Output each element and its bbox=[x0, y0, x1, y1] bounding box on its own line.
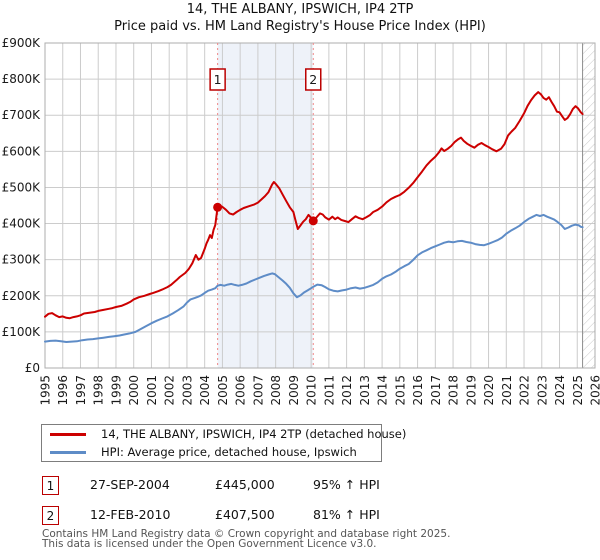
y-tick-label: £0 bbox=[25, 361, 40, 375]
hpi-line-swatch bbox=[50, 450, 86, 454]
x-tick-label: 2013 bbox=[358, 375, 372, 406]
y-tick-label: £300K bbox=[2, 253, 42, 267]
sale-hpi-delta: 95% ↑ HPI bbox=[313, 477, 380, 492]
legend-label: HPI: Average price, detached house, Ipsw… bbox=[101, 445, 357, 459]
x-tick-label: 2020 bbox=[482, 375, 496, 406]
sale-marker-badge: 1 bbox=[42, 476, 59, 495]
x-tick-label: 1995 bbox=[39, 375, 53, 406]
sale-marker-badge: 2 bbox=[42, 506, 59, 525]
legend-item-hpi: HPI: Average price, detached house, Ipsw… bbox=[50, 445, 381, 460]
property-line-swatch bbox=[50, 432, 86, 436]
price-history-plot: 1 2 £0 £100K £200K £300K £400K £500K £600K £700K £… bbox=[2, 36, 600, 406]
y-tick-label: £100K bbox=[2, 325, 42, 339]
sale-date: 12-FEB-2010 bbox=[90, 507, 171, 522]
x-tick-label: 2024 bbox=[553, 375, 567, 406]
x-tick-label: 2021 bbox=[500, 375, 514, 406]
x-tick-label: 2009 bbox=[287, 375, 301, 406]
x-tick-label: 2007 bbox=[251, 375, 265, 406]
y-tick-label: £600K bbox=[2, 144, 42, 158]
sale-marker-number: 2 bbox=[309, 72, 317, 87]
x-tick-label: 2018 bbox=[447, 375, 461, 406]
plot-border bbox=[44, 42, 596, 369]
x-tick-label: 2025 bbox=[571, 375, 585, 406]
x-tick-label: 2026 bbox=[589, 375, 600, 406]
x-tick-label: 2006 bbox=[234, 375, 248, 406]
x-tick-label: 2016 bbox=[411, 375, 425, 406]
sale-marker-number-box bbox=[305, 68, 322, 91]
sale-row-2: 2 12-FEB-2010 £407,500 81% ↑ HPI bbox=[42, 506, 582, 525]
x-tick-label: 2008 bbox=[269, 375, 283, 406]
x-tick-label: 2002 bbox=[163, 375, 177, 406]
sale-marker-number-box bbox=[209, 68, 226, 91]
sale-date: 27-SEP-2004 bbox=[90, 477, 170, 492]
footer-line-1: Contains HM Land Registry data © Crown c… bbox=[42, 528, 451, 540]
x-tick-label: 2005 bbox=[216, 375, 230, 406]
x-tick-label: 1997 bbox=[74, 375, 88, 406]
page-subtitle: Price paid vs. HM Land Registry's House … bbox=[114, 19, 486, 34]
x-tick-label: 1998 bbox=[92, 375, 106, 406]
y-tick-label: £700K bbox=[2, 108, 42, 122]
sale-marker-number: 1 bbox=[214, 72, 222, 87]
x-tick-label: 2017 bbox=[429, 375, 443, 406]
hpi-average-line bbox=[44, 213, 584, 343]
page-title: 14, THE ALBANY, IPSWICH, IP4 2TP bbox=[186, 2, 414, 17]
x-tick-label: 2010 bbox=[305, 375, 319, 406]
x-tick-label: 1996 bbox=[56, 375, 70, 406]
x-tick-label: 1999 bbox=[109, 375, 123, 406]
x-tick-label: 2011 bbox=[322, 375, 336, 406]
sale-row-1: 1 27-SEP-2004 £445,000 95% ↑ HPI bbox=[42, 476, 582, 495]
y-tick-label: £500K bbox=[2, 180, 42, 194]
x-tick-label: 2001 bbox=[145, 375, 159, 406]
future-hatch-region bbox=[582, 43, 595, 368]
x-tick-label: 2012 bbox=[340, 375, 354, 406]
x-tick-label: 2003 bbox=[180, 375, 194, 406]
x-tick-label: 2019 bbox=[464, 375, 478, 406]
x-tick-label: 2014 bbox=[376, 375, 390, 406]
between-sales-shaded-span bbox=[217, 43, 314, 368]
license-footer: Contains HM Land Registry data © Crown c… bbox=[42, 528, 582, 550]
legend: 14, THE ALBANY, IPSWICH, IP4 2TP (detach… bbox=[41, 424, 406, 462]
property-price-line bbox=[44, 91, 584, 320]
x-tick-label: 2023 bbox=[535, 375, 549, 406]
x-tick-label: 2015 bbox=[393, 375, 407, 406]
x-tick-label: 2000 bbox=[127, 375, 141, 406]
y-tick-label: £200K bbox=[2, 289, 42, 303]
legend-item-property: 14, THE ALBANY, IPSWICH, IP4 2TP (detach… bbox=[50, 427, 406, 442]
sale-point-dot bbox=[308, 216, 318, 226]
y-tick-label: £800K bbox=[2, 72, 42, 86]
sale-point-dot bbox=[213, 202, 223, 212]
y-tick-label: £400K bbox=[2, 217, 42, 231]
sale-hpi-delta: 81% ↑ HPI bbox=[313, 507, 380, 522]
x-tick-label: 2022 bbox=[518, 375, 532, 406]
y-tick-label: £900K bbox=[2, 36, 42, 50]
x-tick-label: 2004 bbox=[198, 375, 212, 406]
footer-line-2: This data is licensed under the Open Gov… bbox=[42, 538, 377, 550]
legend-label: 14, THE ALBANY, IPSWICH, IP4 2TP (detach… bbox=[101, 427, 407, 441]
sale-price: £407,500 bbox=[215, 507, 275, 522]
sale-price: £445,000 bbox=[215, 477, 275, 492]
